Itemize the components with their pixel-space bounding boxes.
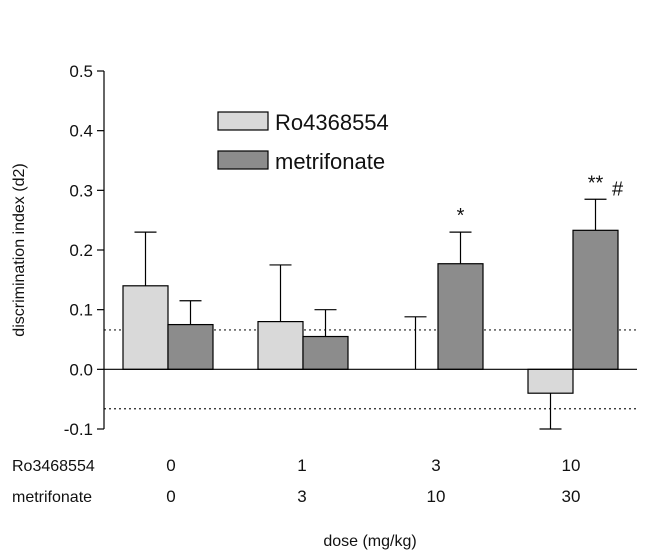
bars xyxy=(122,229,619,394)
significance-marker: ** xyxy=(588,172,604,194)
significance-annotations: *** # xyxy=(457,172,624,227)
legend: Ro4368554 metrifonate xyxy=(217,110,389,174)
x-axis-title: dose (mg/kg) xyxy=(323,533,416,550)
error-bars xyxy=(134,198,607,430)
bar xyxy=(437,263,484,370)
legend-swatch xyxy=(217,111,269,131)
dose-value: 1 xyxy=(297,456,306,475)
y-tick-label: 0.0 xyxy=(69,360,93,379)
bar xyxy=(572,229,619,370)
legend-label: metrifonate xyxy=(275,149,385,174)
bar xyxy=(302,335,349,370)
y-axis-title: discrimination index (d2) xyxy=(11,163,28,336)
bar xyxy=(257,321,304,370)
dose-value: 0 xyxy=(166,487,175,506)
y-tick-label: 0.1 xyxy=(69,301,93,320)
y-axis-ticks: -0.1 0.0 0.1 0.2 0.3 0.4 0.5 xyxy=(64,62,104,439)
reference-lines xyxy=(104,329,637,410)
significance-marker: * xyxy=(457,205,465,227)
y-tick-label: 0.4 xyxy=(69,122,93,141)
dose-value: 30 xyxy=(562,487,581,506)
dose-value: 10 xyxy=(427,487,446,506)
dose-value: 3 xyxy=(431,456,440,475)
bar xyxy=(527,368,574,394)
bar xyxy=(167,323,214,370)
y-tick-label: 0.3 xyxy=(69,181,93,200)
bar xyxy=(122,285,169,370)
dose-value: 0 xyxy=(166,456,175,475)
legend-label: Ro4368554 xyxy=(275,110,389,135)
y-tick-label: 0.2 xyxy=(69,241,93,260)
y-tick-label: -0.1 xyxy=(64,420,93,439)
significance-suffix-marker: # xyxy=(612,178,624,200)
dose-value: 3 xyxy=(297,487,306,506)
dose-row-label: metrifonate xyxy=(12,489,92,506)
legend-swatch xyxy=(217,150,269,170)
dose-rows: Ro3468554 0 1 3 10 metrifonate 0 3 10 30 xyxy=(12,456,580,506)
dose-row-label: Ro3468554 xyxy=(12,458,95,475)
dose-value: 10 xyxy=(562,456,581,475)
y-tick-label: 0.5 xyxy=(69,62,93,81)
